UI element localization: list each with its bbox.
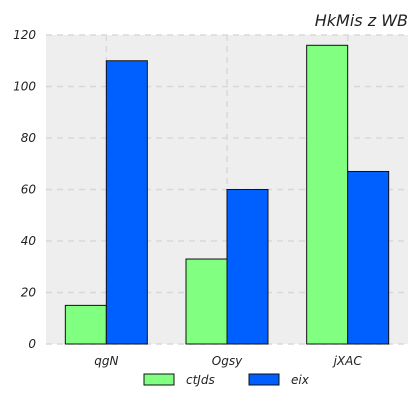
y-tick-label: 60 bbox=[21, 183, 37, 197]
x-tick-label: qgN bbox=[94, 354, 118, 368]
y-tick-label: 100 bbox=[13, 80, 36, 94]
legend-label-ctJds: ctJds bbox=[186, 373, 215, 387]
y-tick-label: 20 bbox=[21, 286, 37, 300]
y-tick-label: 0 bbox=[28, 337, 36, 351]
bar-eix-qgN bbox=[105, 60, 148, 345]
bar-ctJds-Ogsy bbox=[185, 258, 228, 345]
chart-title: HkMis z WB bbox=[315, 11, 408, 30]
legend-label-eix: eix bbox=[291, 373, 310, 387]
legend: ctJds eix bbox=[143, 373, 310, 387]
bars bbox=[64, 44, 390, 345]
x-tick-label: Ogsy bbox=[212, 354, 243, 368]
y-tick-label: 40 bbox=[21, 234, 37, 248]
y-tick-label: 80 bbox=[21, 131, 37, 145]
x-axis-ticks: qgN Ogsy jXAC bbox=[94, 354, 362, 368]
legend-swatch-eix bbox=[248, 373, 280, 386]
legend-swatch-ctJds bbox=[143, 373, 175, 386]
bar-ctJds-jXAC bbox=[306, 44, 349, 345]
bar-eix-Ogsy bbox=[226, 189, 269, 345]
bar-ctJds-qgN bbox=[64, 304, 107, 345]
x-tick-label: jXAC bbox=[332, 354, 363, 368]
y-tick-label: 120 bbox=[13, 28, 36, 42]
bar-eix-jXAC bbox=[347, 170, 390, 345]
y-axis-ticks: 0 20 40 60 80 100 120 bbox=[13, 28, 36, 351]
